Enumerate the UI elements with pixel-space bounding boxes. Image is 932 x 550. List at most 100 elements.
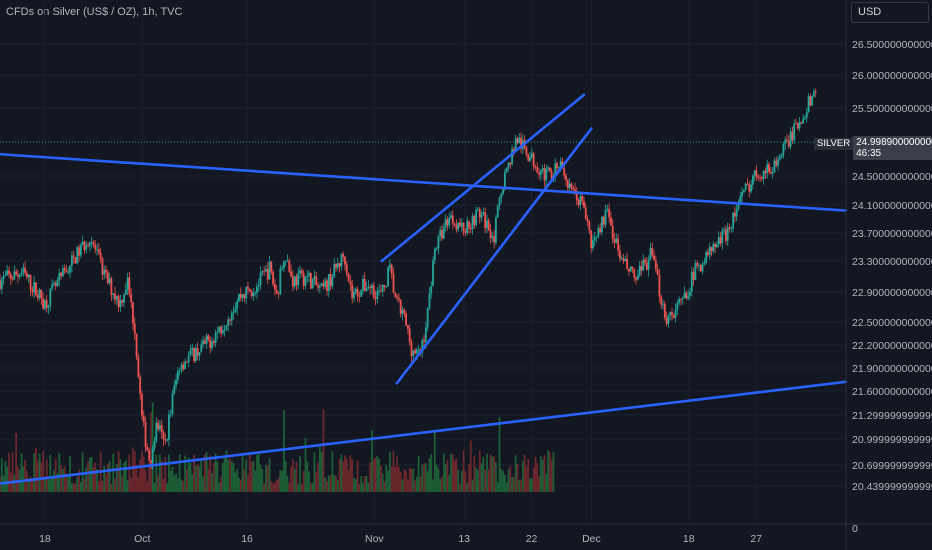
volume-bar xyxy=(247,474,249,492)
candle-body xyxy=(687,295,690,299)
candle-body xyxy=(529,157,531,161)
candle-body xyxy=(365,288,368,291)
candle-body xyxy=(18,275,21,277)
candle-body xyxy=(653,255,655,261)
volume-bar xyxy=(534,456,537,492)
candle-body xyxy=(148,450,151,461)
candle-body xyxy=(205,335,208,344)
candle-body xyxy=(563,167,566,176)
candle-body xyxy=(191,347,194,350)
candle-body xyxy=(716,244,718,248)
candle-body xyxy=(426,308,429,328)
volume-bar xyxy=(166,483,169,492)
candle-body xyxy=(11,278,14,280)
candle-body xyxy=(256,286,258,293)
candle-body xyxy=(439,229,442,236)
volume-bar xyxy=(459,483,461,492)
volume-bar xyxy=(484,469,487,492)
volume-bar xyxy=(495,462,497,492)
volume-bar xyxy=(353,477,355,492)
candle-body xyxy=(698,265,700,267)
candle-body xyxy=(719,237,722,244)
candle-body xyxy=(69,265,71,273)
candle-body xyxy=(360,290,363,297)
volume-bar xyxy=(114,478,116,492)
time-axis-label: 27 xyxy=(750,533,762,545)
price-axis-label: 0 xyxy=(852,523,858,535)
candle-body xyxy=(624,258,627,262)
candle-body xyxy=(259,272,262,286)
time-axis[interactable]: 18 Oct 16 Nov 13 22 Dec 18 27 xyxy=(39,533,762,545)
candle-body xyxy=(683,292,686,299)
volume-bar xyxy=(132,447,134,492)
volume-bar xyxy=(412,468,415,492)
time-axis-label: Nov xyxy=(365,533,384,545)
candle-body xyxy=(619,250,621,259)
volume-bar xyxy=(406,479,409,492)
candle-body xyxy=(807,96,810,112)
price-axis[interactable]: 26.5000000000000 26.0000000000000 25.50000… xyxy=(852,39,932,535)
volume-bar xyxy=(396,456,398,492)
volume-bar xyxy=(256,455,258,492)
candle-body xyxy=(396,296,398,298)
volume-bar xyxy=(381,473,384,492)
volume-bar xyxy=(309,482,312,492)
candle-body xyxy=(599,228,602,233)
candle-body xyxy=(311,279,314,289)
candle-body xyxy=(681,298,684,299)
candle-body xyxy=(397,297,400,300)
candle-body xyxy=(705,252,708,263)
candle-body xyxy=(406,325,409,329)
volume-bar xyxy=(428,458,431,492)
volume-bar xyxy=(530,478,533,492)
volume-bar xyxy=(450,453,452,492)
candle-body xyxy=(811,96,814,106)
candle-body xyxy=(417,349,420,351)
volume-bar xyxy=(96,469,98,492)
candle-body xyxy=(252,293,255,297)
price-axis-label: 23.7000000000001 xyxy=(852,228,932,240)
candle-body xyxy=(692,271,695,280)
candle-body xyxy=(530,153,533,158)
volume-bar xyxy=(42,451,45,492)
volume-bar xyxy=(399,471,402,492)
candle-body xyxy=(403,309,406,314)
volume-bar xyxy=(44,476,46,492)
candle-body xyxy=(496,205,499,218)
candle-body xyxy=(796,123,799,129)
candle-body xyxy=(665,317,668,324)
trendlines[interactable] xyxy=(0,93,848,485)
volume-bar xyxy=(155,454,158,492)
candle-body xyxy=(61,268,64,277)
candle-body xyxy=(234,308,237,312)
candle-body xyxy=(491,236,494,239)
volume-bar xyxy=(329,475,332,492)
candle-body xyxy=(239,294,242,298)
volume-bar xyxy=(106,463,109,492)
candle-body xyxy=(309,272,312,289)
candle-body xyxy=(604,209,607,225)
candle-body xyxy=(38,289,41,299)
price-axis-label: 20.4399999999999 xyxy=(852,481,932,493)
volume-bar xyxy=(433,431,436,492)
candle-body xyxy=(24,267,27,274)
candle-body xyxy=(575,192,578,201)
candle-body xyxy=(282,261,285,268)
volume-bar xyxy=(401,479,404,492)
volume-bar xyxy=(336,480,339,492)
candle-body xyxy=(813,91,815,97)
volume-bar xyxy=(230,461,233,492)
candle-body xyxy=(626,258,628,269)
candle-body xyxy=(42,298,45,309)
candle-body xyxy=(768,164,770,172)
volume-bar xyxy=(187,457,190,492)
candle-body xyxy=(800,122,803,124)
volume-bar xyxy=(126,480,129,492)
volume-bar xyxy=(306,461,309,492)
price-tag-value: 24.99890000000000 46:35 xyxy=(853,136,932,160)
candle-body xyxy=(196,347,199,356)
candle-body xyxy=(265,268,267,272)
volume-bar xyxy=(394,466,397,492)
currency-selector[interactable]: USD xyxy=(851,2,929,23)
